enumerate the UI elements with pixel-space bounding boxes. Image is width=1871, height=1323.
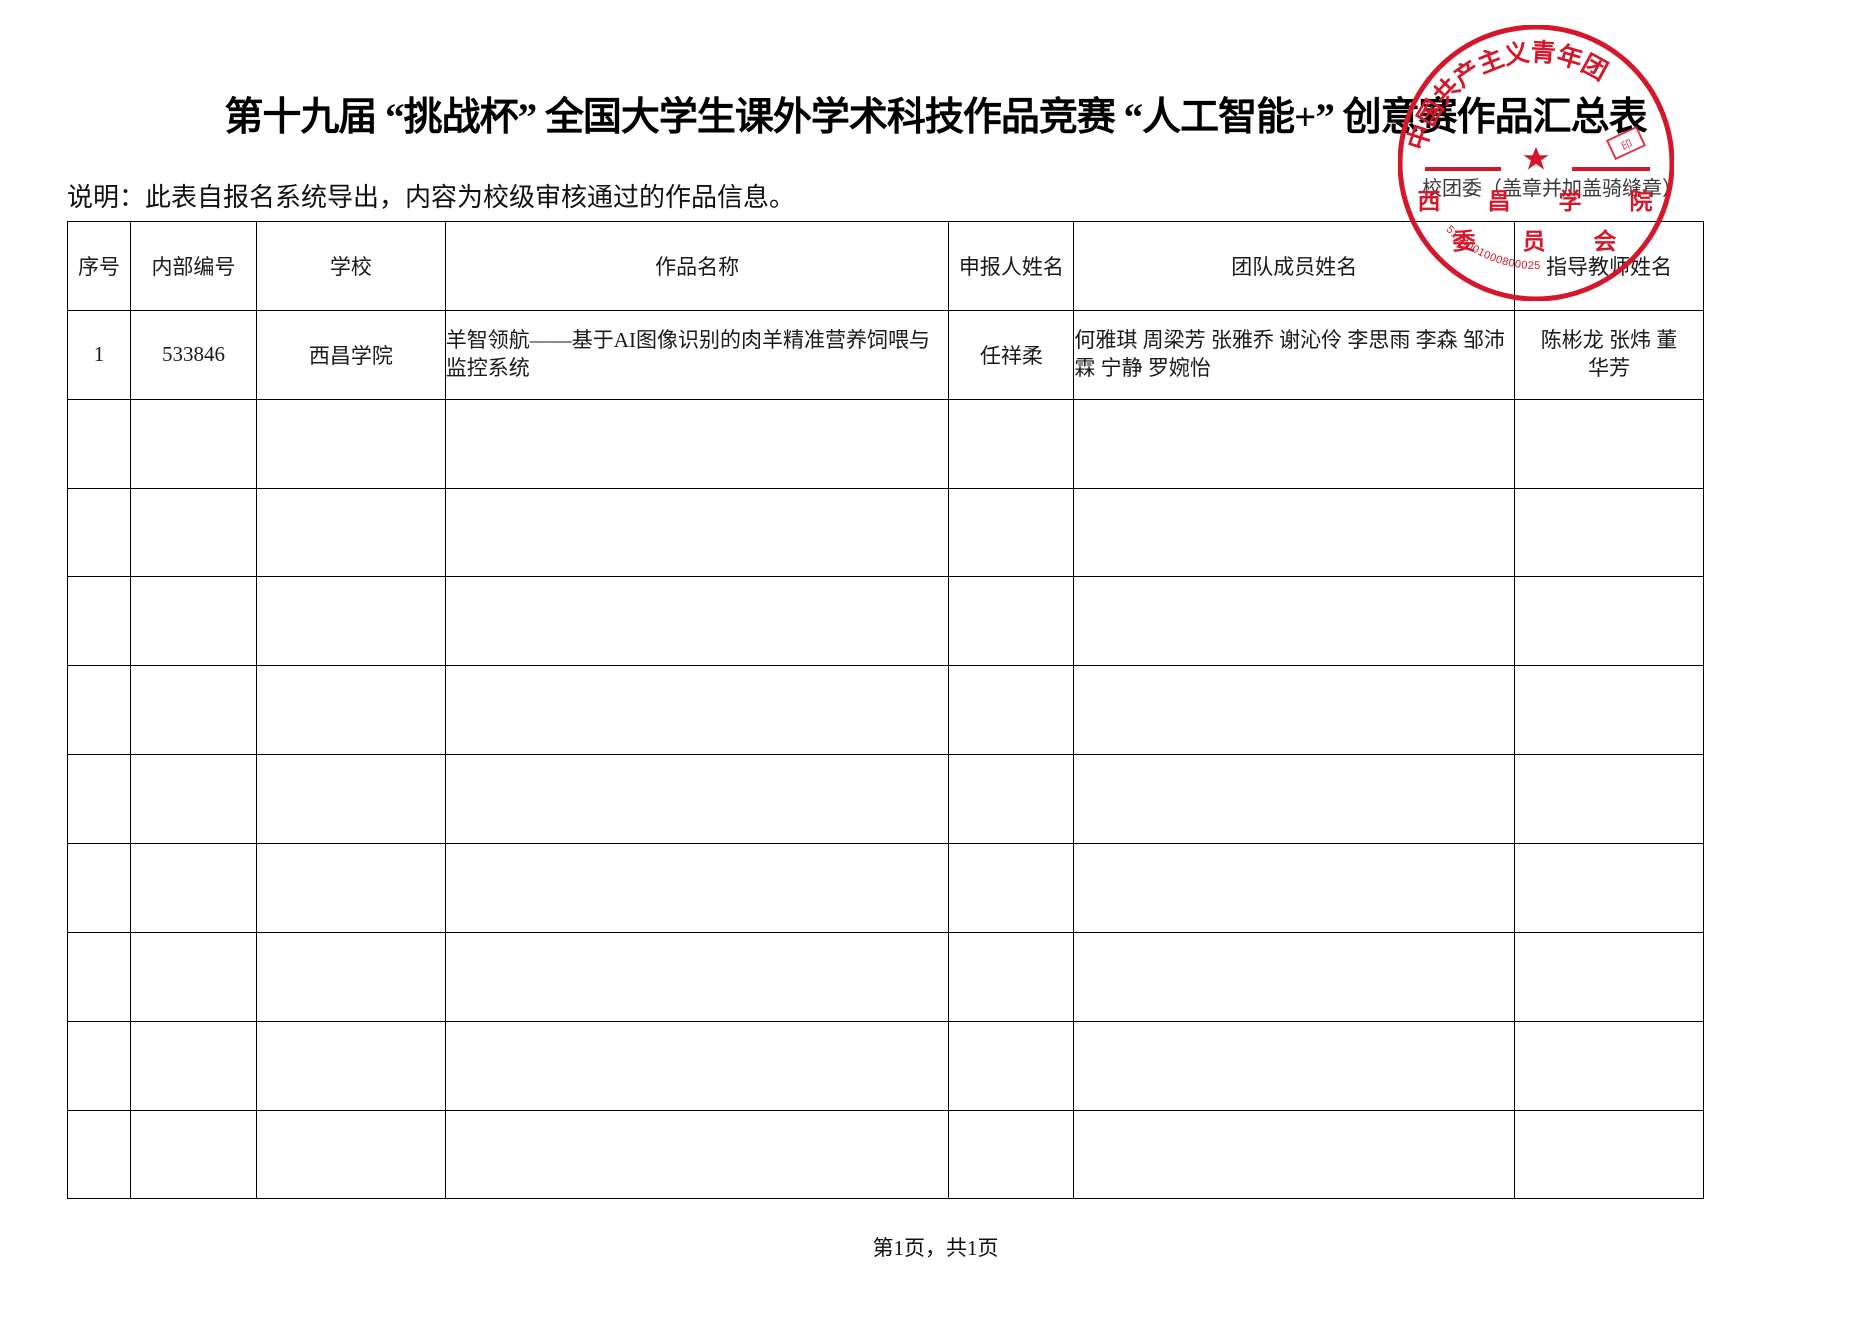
svg-text:昌: 昌 bbox=[1488, 189, 1511, 214]
svg-text:中国共产主义青年团: 中国共产主义青年团 bbox=[1403, 38, 1612, 153]
svg-text:西: 西 bbox=[1418, 189, 1441, 214]
svg-text:学: 学 bbox=[1559, 188, 1582, 214]
svg-text:员: 员 bbox=[1523, 229, 1546, 254]
svg-text:会: 会 bbox=[1594, 228, 1617, 254]
svg-text:院: 院 bbox=[1630, 188, 1653, 214]
